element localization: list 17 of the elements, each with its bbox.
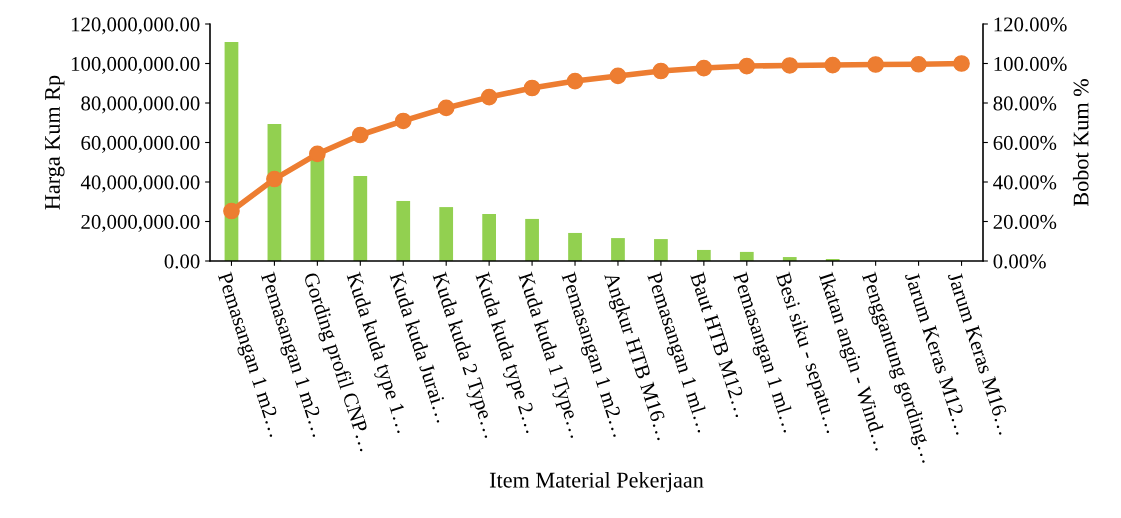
y-tick-label: 40,000,000.00 xyxy=(80,175,200,193)
y-tick-label: 120,000,000.00 xyxy=(71,17,200,35)
y-tick-label: 20,000,000.00 xyxy=(81,214,200,232)
y2-tick-label: 100.00% xyxy=(994,56,1067,72)
y-axis-title: Harga Kum Rp xyxy=(45,75,65,210)
y-tick-label: 80,000,000.00 xyxy=(81,96,200,114)
y2-tick-label: 20.00% xyxy=(993,214,1057,230)
y2-tick-label: 0.00% xyxy=(993,254,1046,269)
y2-tick-label: 80.00% xyxy=(993,96,1057,111)
y2-tick-label: 40.00% xyxy=(993,175,1057,190)
y2-tick-label: 60.00% xyxy=(993,135,1057,151)
y-tick-label: 60,000,000.00 xyxy=(81,135,200,153)
y-tick-label: 100,000,000.00 xyxy=(71,56,200,74)
x-axis-title: Item Material Pekerjaan xyxy=(489,472,704,493)
y-tick-label: 0.00 xyxy=(164,254,200,269)
y2-tick-label: 120.00% xyxy=(994,17,1067,32)
y2-axis-title: Bobot Kum % xyxy=(1072,79,1089,207)
